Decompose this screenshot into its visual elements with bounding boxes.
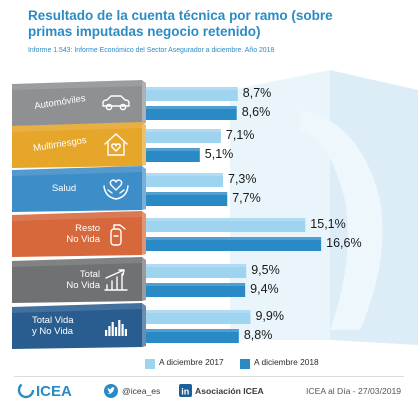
category-panel — [12, 303, 146, 349]
twitter-icon[interactable] — [104, 384, 118, 398]
category-label: Resto No Vida — [66, 223, 100, 245]
footer-credit: ICEA al Día - 27/03/2019 — [306, 386, 402, 396]
legend-label-2017: A diciembre 2017 — [159, 357, 224, 367]
bar-2018 — [146, 237, 322, 251]
bar-2017 — [146, 173, 224, 187]
category-panel — [12, 122, 146, 168]
value-label-2018: 5,1% — [204, 147, 234, 161]
growth-chart-icon — [104, 269, 128, 291]
linkedin-icon[interactable]: in — [179, 384, 192, 397]
legend-swatch-2017 — [145, 359, 155, 369]
bar-2018 — [146, 106, 237, 120]
icea-logo: ICEA — [17, 381, 72, 400]
value-label-2018: 7,7% — [232, 191, 261, 205]
value-label-2017: 15,1% — [310, 217, 346, 231]
category-panel — [12, 166, 146, 212]
chart-title: Resultado de la cuenta técnica por ramo … — [28, 8, 333, 39]
bar-2017 — [146, 264, 247, 278]
twitter-handle[interactable]: @icea_es — [122, 386, 161, 396]
category-panel — [12, 80, 146, 126]
linkedin-account[interactable]: Asociación ICEA — [195, 386, 264, 396]
value-label-2017: 7,1% — [225, 128, 255, 142]
heart-hands-icon — [103, 179, 129, 200]
category-panel — [12, 211, 146, 257]
footer-divider — [14, 376, 404, 377]
value-label-2017: 9,5% — [251, 263, 280, 277]
category-label: Total No Vida — [66, 269, 100, 291]
bar-2018 — [146, 329, 239, 343]
icea-logo-text: ICEA — [36, 383, 72, 400]
value-label-2017: 7,3% — [228, 172, 257, 186]
value-label-2017: 9,9% — [255, 309, 284, 323]
value-label-2018: 16,6% — [326, 236, 362, 250]
bar-2017 — [146, 310, 251, 324]
legend-label-2018: A diciembre 2018 — [254, 357, 319, 367]
bar-2017 — [146, 218, 306, 232]
bar-2018 — [146, 283, 246, 297]
bar-2018 — [146, 148, 200, 162]
category-label: Total Vida y No Vida — [32, 315, 74, 337]
bar-2017 — [146, 87, 238, 101]
value-label-2018: 9,4% — [250, 282, 279, 296]
svg-text:in: in — [181, 387, 189, 397]
category-label: Salud — [51, 183, 77, 194]
bar-chart-icon — [105, 320, 127, 336]
value-label-2018: 8,6% — [241, 105, 271, 119]
legend-swatch-2018 — [240, 359, 250, 369]
bar-2018 — [146, 192, 228, 206]
value-label-2017: 8,7% — [242, 86, 272, 100]
fire-extinguisher-icon — [110, 224, 126, 246]
car-icon — [102, 95, 130, 111]
chart-subtitle: Informe 1.543: Informe Económico del Sec… — [28, 47, 275, 54]
value-label-2018: 8,8% — [243, 328, 273, 342]
house-icon — [104, 133, 128, 156]
bar-2017 — [146, 129, 221, 143]
category-panel — [12, 257, 146, 303]
